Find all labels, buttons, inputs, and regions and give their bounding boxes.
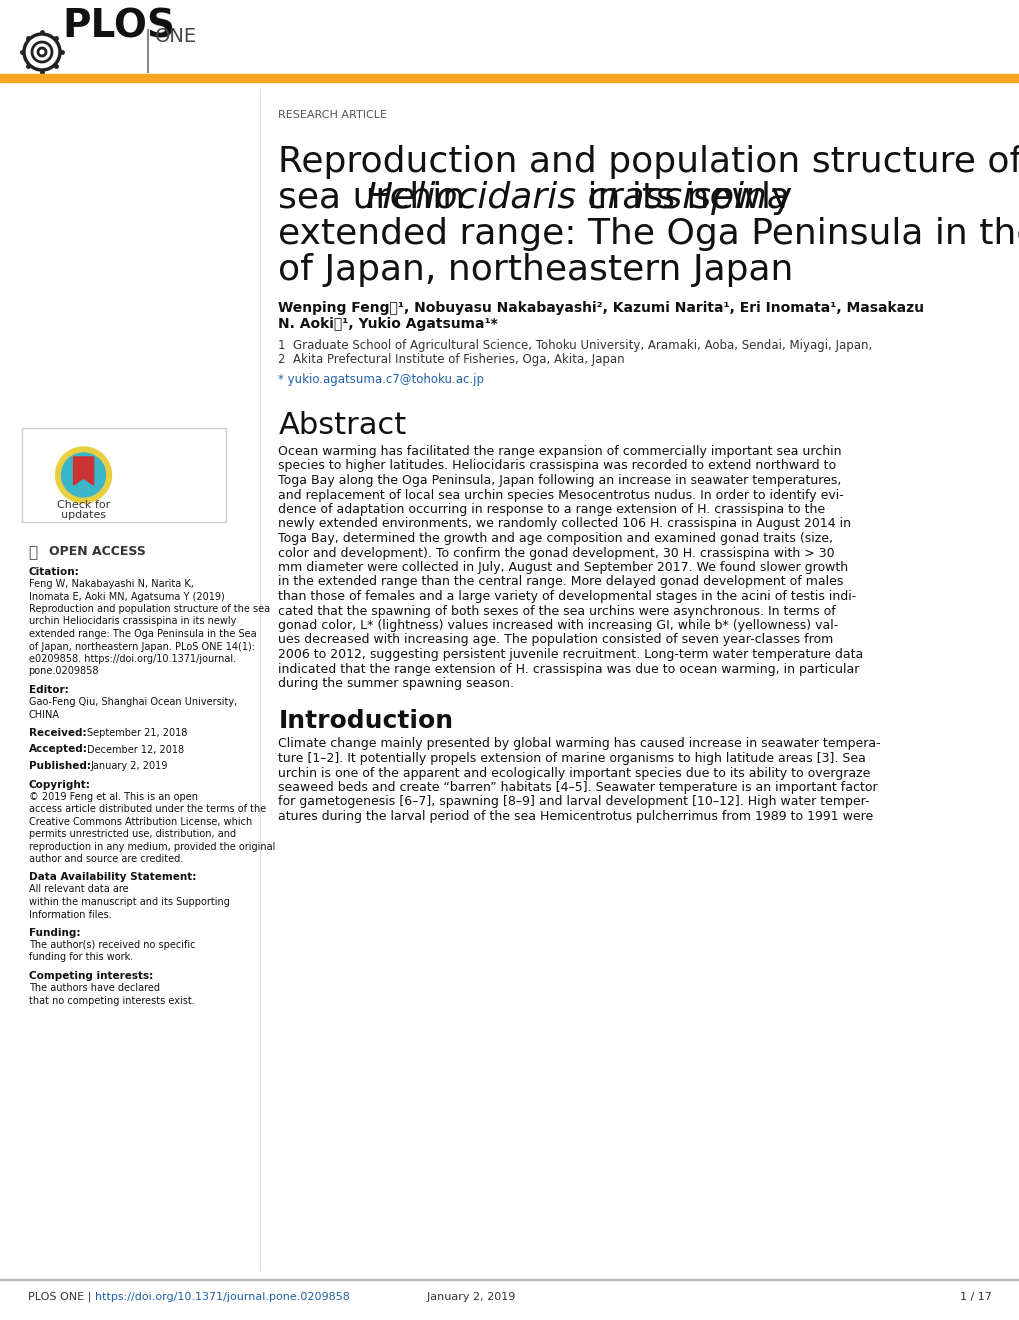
- Text: Citation:: Citation:: [29, 568, 79, 577]
- Text: September 21, 2018: September 21, 2018: [87, 729, 186, 738]
- Text: ture [1–2]. It potentially propels extension of marine organisms to high latitud: ture [1–2]. It potentially propels exten…: [278, 752, 865, 766]
- Text: CHINA: CHINA: [29, 710, 59, 719]
- Text: of Japan, northeastern Japan: of Japan, northeastern Japan: [278, 253, 793, 286]
- Text: extended range: The Oga Peninsula in the Sea: extended range: The Oga Peninsula in the…: [278, 216, 1019, 251]
- Text: Funding:: Funding:: [29, 928, 79, 939]
- Text: Received:: Received:: [29, 729, 86, 738]
- Text: Climate change mainly presented by global warming has caused increase in seawate: Climate change mainly presented by globa…: [278, 738, 880, 751]
- Text: within the manuscript and its Supporting: within the manuscript and its Supporting: [29, 898, 229, 907]
- Text: 🔓: 🔓: [29, 545, 38, 560]
- Text: Published:: Published:: [29, 762, 91, 771]
- Text: dence of adaptation occurring in response to a range extension of H. crassispina: dence of adaptation occurring in respons…: [278, 503, 824, 516]
- Text: in the extended range than the central range. More delayed gonad development of : in the extended range than the central r…: [278, 576, 843, 589]
- Text: December 12, 2018: December 12, 2018: [87, 744, 183, 755]
- Bar: [0, 1279, 1019, 1280]
- Text: Toga Bay along the Oga Peninsula, Japan following an increase in seawater temper: Toga Bay along the Oga Peninsula, Japan …: [278, 474, 841, 487]
- Text: Editor:: Editor:: [29, 685, 68, 696]
- FancyBboxPatch shape: [21, 428, 225, 521]
- Text: Reproduction and population structure of the sea: Reproduction and population structure of…: [29, 605, 269, 614]
- Text: Wenping Fengⓘ¹, Nobuyasu Nakabayashi², Kazumi Narita¹, Eri Inomata¹, Masakazu: Wenping Fengⓘ¹, Nobuyasu Nakabayashi², K…: [278, 301, 923, 315]
- Text: Accepted:: Accepted:: [29, 744, 88, 755]
- Text: 2006 to 2012, suggesting persistent juvenile recruitment. Long-term water temper: 2006 to 2012, suggesting persistent juve…: [278, 648, 863, 661]
- Text: access article distributed under the terms of the: access article distributed under the ter…: [29, 804, 266, 814]
- Polygon shape: [73, 457, 94, 484]
- Text: color and development). To confirm the gonad development, 30 H. crassispina with: color and development). To confirm the g…: [278, 546, 835, 560]
- Text: e0209858. https://doi.org/10.1371/journal.: e0209858. https://doi.org/10.1371/journa…: [29, 653, 235, 664]
- Text: Data Availability Statement:: Data Availability Statement:: [29, 873, 196, 883]
- Text: of Japan, northeastern Japan. PLoS ONE 14(1):: of Japan, northeastern Japan. PLoS ONE 1…: [29, 642, 255, 652]
- Text: RESEARCH ARTICLE: RESEARCH ARTICLE: [278, 110, 387, 120]
- Text: that no competing interests exist.: that no competing interests exist.: [29, 995, 195, 1006]
- Text: seaweed beds and create “barren” habitats [4–5]. Seawater temperature is an impo: seaweed beds and create “barren” habitat…: [278, 781, 877, 795]
- Text: newly extended environments, we randomly collected 106 H. crassispina in August : newly extended environments, we randomly…: [278, 517, 851, 531]
- Text: sea urchin: sea urchin: [278, 181, 477, 215]
- Text: Feng W, Nakabayashi N, Narita K,: Feng W, Nakabayashi N, Narita K,: [29, 579, 194, 589]
- Text: * yukio.agatsuma.c7@tohoku.ac.jp: * yukio.agatsuma.c7@tohoku.ac.jp: [278, 374, 484, 385]
- Text: N. Aokiⓘ¹, Yukio Agatsuma¹*: N. Aokiⓘ¹, Yukio Agatsuma¹*: [278, 317, 497, 331]
- Text: https://doi.org/10.1371/journal.pone.0209858: https://doi.org/10.1371/journal.pone.020…: [95, 1292, 350, 1302]
- Bar: [0, 74, 1019, 82]
- Text: than those of females and a large variety of developmental stages in the acini o: than those of females and a large variet…: [278, 590, 856, 603]
- Text: Information files.: Information files.: [29, 909, 111, 920]
- Text: in its newly: in its newly: [576, 181, 792, 215]
- Text: Copyright:: Copyright:: [29, 780, 91, 789]
- Text: mm diameter were collected in July, August and September 2017. We found slower g: mm diameter were collected in July, Augu…: [278, 561, 848, 574]
- Text: The authors have declared: The authors have declared: [29, 983, 159, 993]
- Circle shape: [55, 447, 111, 503]
- Text: OPEN ACCESS: OPEN ACCESS: [49, 545, 146, 558]
- Text: 1 / 17: 1 / 17: [959, 1292, 991, 1302]
- Text: indicated that the range extension of H. crassispina was due to ocean warming, i: indicated that the range extension of H.…: [278, 663, 859, 676]
- Text: Heliocidaris crassispina: Heliocidaris crassispina: [366, 181, 789, 215]
- Text: updates: updates: [61, 510, 106, 520]
- Text: for gametogenesis [6–7], spawning [8–9] and larval development [10–12]. High wat: for gametogenesis [6–7], spawning [8–9] …: [278, 796, 869, 808]
- Text: ues decreased with increasing age. The population consisted of seven year-classe: ues decreased with increasing age. The p…: [278, 634, 833, 647]
- Text: pone.0209858: pone.0209858: [29, 667, 99, 676]
- Text: reproduction in any medium, provided the original: reproduction in any medium, provided the…: [29, 842, 275, 851]
- Text: Gao-Feng Qiu, Shanghai Ocean University,: Gao-Feng Qiu, Shanghai Ocean University,: [29, 697, 236, 708]
- Text: funding for this work.: funding for this work.: [29, 953, 132, 962]
- Text: Inomata E, Aoki MN, Agatsuma Y (2019): Inomata E, Aoki MN, Agatsuma Y (2019): [29, 591, 224, 602]
- Text: urchin is one of the apparent and ecologically important species due to its abil: urchin is one of the apparent and ecolog…: [278, 767, 870, 780]
- Text: and replacement of local sea urchin species Mesocentrotus nudus. In order to ide: and replacement of local sea urchin spec…: [278, 488, 844, 502]
- Text: All relevant data are: All relevant data are: [29, 884, 128, 895]
- Text: cated that the spawning of both sexes of the sea urchins were asynchronous. In t: cated that the spawning of both sexes of…: [278, 605, 836, 618]
- Text: species to higher latitudes. Heliocidaris crassispina was recorded to extend nor: species to higher latitudes. Heliocidari…: [278, 459, 836, 473]
- Text: Abstract: Abstract: [278, 411, 407, 440]
- Text: Creative Commons Attribution License, which: Creative Commons Attribution License, wh…: [29, 817, 252, 826]
- Text: Ocean warming has facilitated the range expansion of commercially important sea : Ocean warming has facilitated the range …: [278, 445, 841, 458]
- Text: 2  Akita Prefectural Institute of Fisheries, Oga, Akita, Japan: 2 Akita Prefectural Institute of Fisheri…: [278, 352, 625, 366]
- Text: urchin Heliocidaris crassispina in its newly: urchin Heliocidaris crassispina in its n…: [29, 616, 235, 627]
- Circle shape: [61, 453, 105, 498]
- Text: gonad color, L* (lightness) values increased with increasing GI, while b* (yello: gonad color, L* (lightness) values incre…: [278, 619, 838, 632]
- Text: January 2, 2019: January 2, 2019: [420, 1292, 515, 1302]
- Text: Competing interests:: Competing interests:: [29, 972, 153, 981]
- Text: Reproduction and population structure of the: Reproduction and population structure of…: [278, 145, 1019, 180]
- Text: January 2, 2019: January 2, 2019: [91, 762, 168, 771]
- Text: © 2019 Feng et al. This is an open: © 2019 Feng et al. This is an open: [29, 792, 198, 801]
- Text: 1  Graduate School of Agricultural Science, Tohoku University, Aramaki, Aoba, Se: 1 Graduate School of Agricultural Scienc…: [278, 339, 872, 352]
- Text: author and source are credited.: author and source are credited.: [29, 854, 182, 865]
- Text: Check for: Check for: [57, 500, 110, 510]
- Text: atures during the larval period of the sea Hemicentrotus pulcherrimus from 1989 : atures during the larval period of the s…: [278, 810, 873, 822]
- Text: extended range: The Oga Peninsula in the Sea: extended range: The Oga Peninsula in the…: [29, 630, 256, 639]
- Text: PLOS: PLOS: [62, 8, 175, 46]
- Text: permits unrestricted use, distribution, and: permits unrestricted use, distribution, …: [29, 829, 235, 840]
- Text: ONE: ONE: [155, 26, 197, 46]
- Text: PLOS ONE |: PLOS ONE |: [28, 1292, 95, 1303]
- Text: Introduction: Introduction: [278, 710, 453, 734]
- Text: The author(s) received no specific: The author(s) received no specific: [29, 940, 195, 950]
- Text: during the summer spawning season.: during the summer spawning season.: [278, 677, 514, 690]
- Text: Toga Bay, determined the growth and age composition and examined gonad traits (s: Toga Bay, determined the growth and age …: [278, 532, 833, 545]
